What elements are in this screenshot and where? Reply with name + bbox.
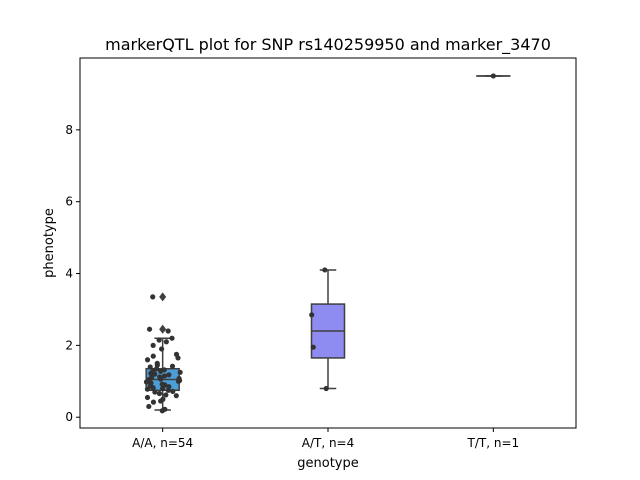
data-point — [173, 393, 179, 399]
box-group — [309, 267, 346, 392]
data-point — [152, 389, 158, 395]
data-point — [170, 388, 176, 394]
box-group — [143, 292, 183, 414]
data-point — [490, 73, 496, 79]
chart-title: markerQTL plot for SNP rs140259950 and m… — [105, 35, 551, 55]
y-axis-label: phenotype — [42, 208, 57, 278]
data-point — [169, 335, 175, 341]
data-point — [159, 381, 165, 387]
outlier-marker — [159, 292, 167, 302]
data-point — [163, 339, 169, 345]
outlier-marker — [159, 324, 167, 334]
x-axis-label: genotype — [297, 456, 358, 471]
data-point — [176, 375, 182, 382]
data-point — [161, 367, 167, 373]
data-point — [150, 399, 157, 405]
data-point — [144, 394, 151, 401]
data-point — [160, 396, 166, 402]
data-point — [323, 385, 329, 392]
data-point — [154, 360, 160, 366]
x-axis: A/A, n=54 A/T, n=4 T/T, n=1 — [132, 428, 519, 450]
data-point — [157, 374, 163, 380]
data-point — [177, 369, 183, 375]
data-point — [166, 384, 172, 390]
y-tick-label: 4 — [65, 267, 73, 281]
plot-area — [143, 73, 511, 414]
data-point — [146, 326, 153, 332]
data-point — [159, 346, 165, 352]
data-point — [156, 390, 163, 397]
data-point — [150, 342, 156, 348]
data-point — [163, 392, 169, 398]
data-point — [156, 337, 162, 343]
data-point — [147, 364, 153, 370]
y-tick-label: 2 — [65, 338, 73, 352]
y-tick-label: 6 — [65, 195, 73, 209]
data-point — [173, 351, 180, 357]
x-tick-label: A/A, n=54 — [132, 436, 193, 450]
y-axis: 0 2 4 6 8 — [65, 123, 80, 424]
data-point — [310, 344, 316, 350]
data-point — [322, 267, 328, 273]
box-group — [476, 73, 511, 79]
data-point — [150, 294, 156, 300]
data-point — [148, 375, 155, 381]
data-point — [146, 403, 152, 410]
y-tick-label: 0 — [65, 410, 73, 424]
x-tick-label: A/T, n=4 — [302, 436, 355, 450]
data-point — [165, 328, 171, 334]
data-point — [144, 357, 151, 363]
data-point — [161, 373, 168, 379]
data-point — [150, 353, 156, 359]
data-point — [162, 406, 168, 412]
x-tick-label: T/T, n=1 — [467, 436, 520, 450]
data-point — [309, 312, 315, 318]
data-point — [166, 372, 172, 378]
data-point — [169, 363, 176, 369]
y-tick-label: 8 — [65, 123, 73, 137]
